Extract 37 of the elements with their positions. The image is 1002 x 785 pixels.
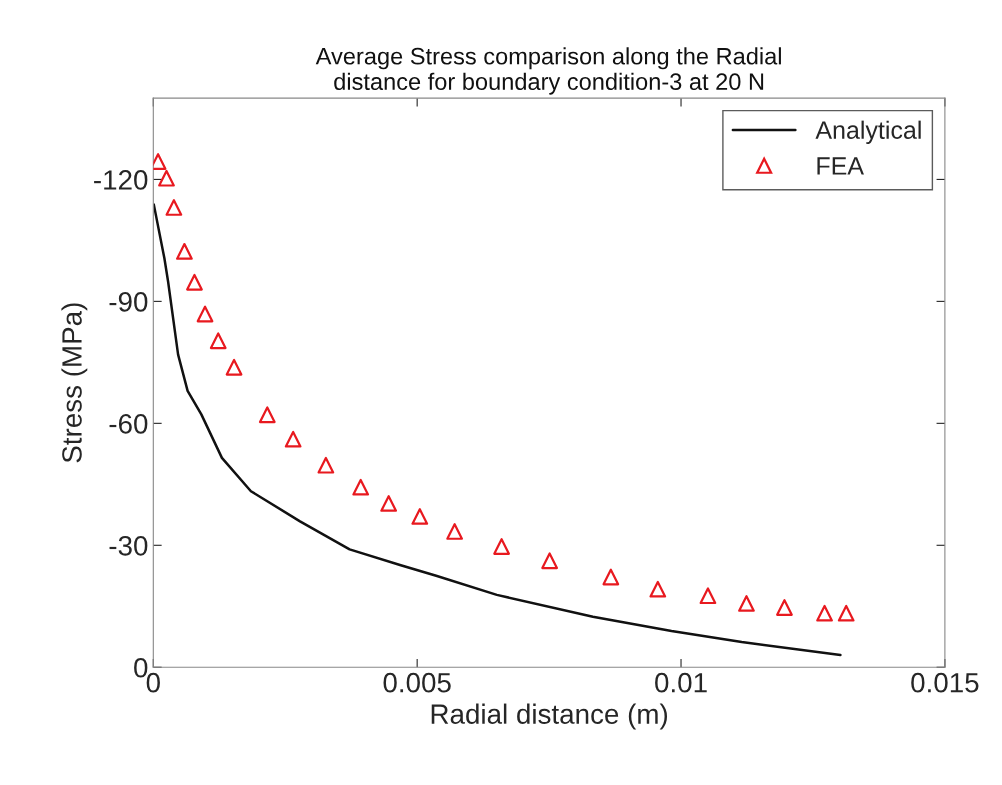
y-tick-label: -60 [109, 414, 148, 434]
legend-label: FEA [817, 157, 864, 175]
point [649, 580, 667, 598]
x-axis-title: Radial distance (m) [431, 703, 668, 730]
point [225, 358, 243, 376]
point [699, 587, 717, 605]
point [284, 430, 302, 448]
chart-title: Average Stress comparison along the Radial distance for boundary condition-3 at 20 N [315, 47, 781, 95]
x-tick-label: 0.015 [911, 672, 979, 693]
point [411, 508, 429, 525]
point [380, 495, 398, 512]
point [602, 568, 620, 586]
point [176, 242, 193, 260]
point [352, 478, 370, 496]
line-series [153, 203, 842, 657]
point [317, 456, 335, 474]
y-axis-title: Stress (MPa) [61, 303, 88, 463]
point [209, 332, 227, 350]
point [837, 604, 855, 622]
point [258, 406, 276, 424]
point [165, 199, 183, 216]
x-tick-label: 0.005 [383, 672, 451, 693]
point [816, 604, 833, 622]
legend-label: Analytical [815, 120, 921, 144]
point [446, 523, 464, 540]
y-tick-label: -90 [109, 292, 148, 312]
y-tick-label: -120 [94, 170, 148, 190]
point [776, 599, 793, 616]
point [738, 595, 755, 612]
x-tick-label: 0.01 [655, 672, 707, 693]
y-tick-label: -30 [109, 535, 148, 556]
point [186, 273, 203, 291]
point [493, 538, 510, 555]
point [158, 169, 175, 187]
point [196, 305, 214, 323]
point [541, 552, 559, 570]
y-tick-label: 0 [134, 657, 148, 678]
